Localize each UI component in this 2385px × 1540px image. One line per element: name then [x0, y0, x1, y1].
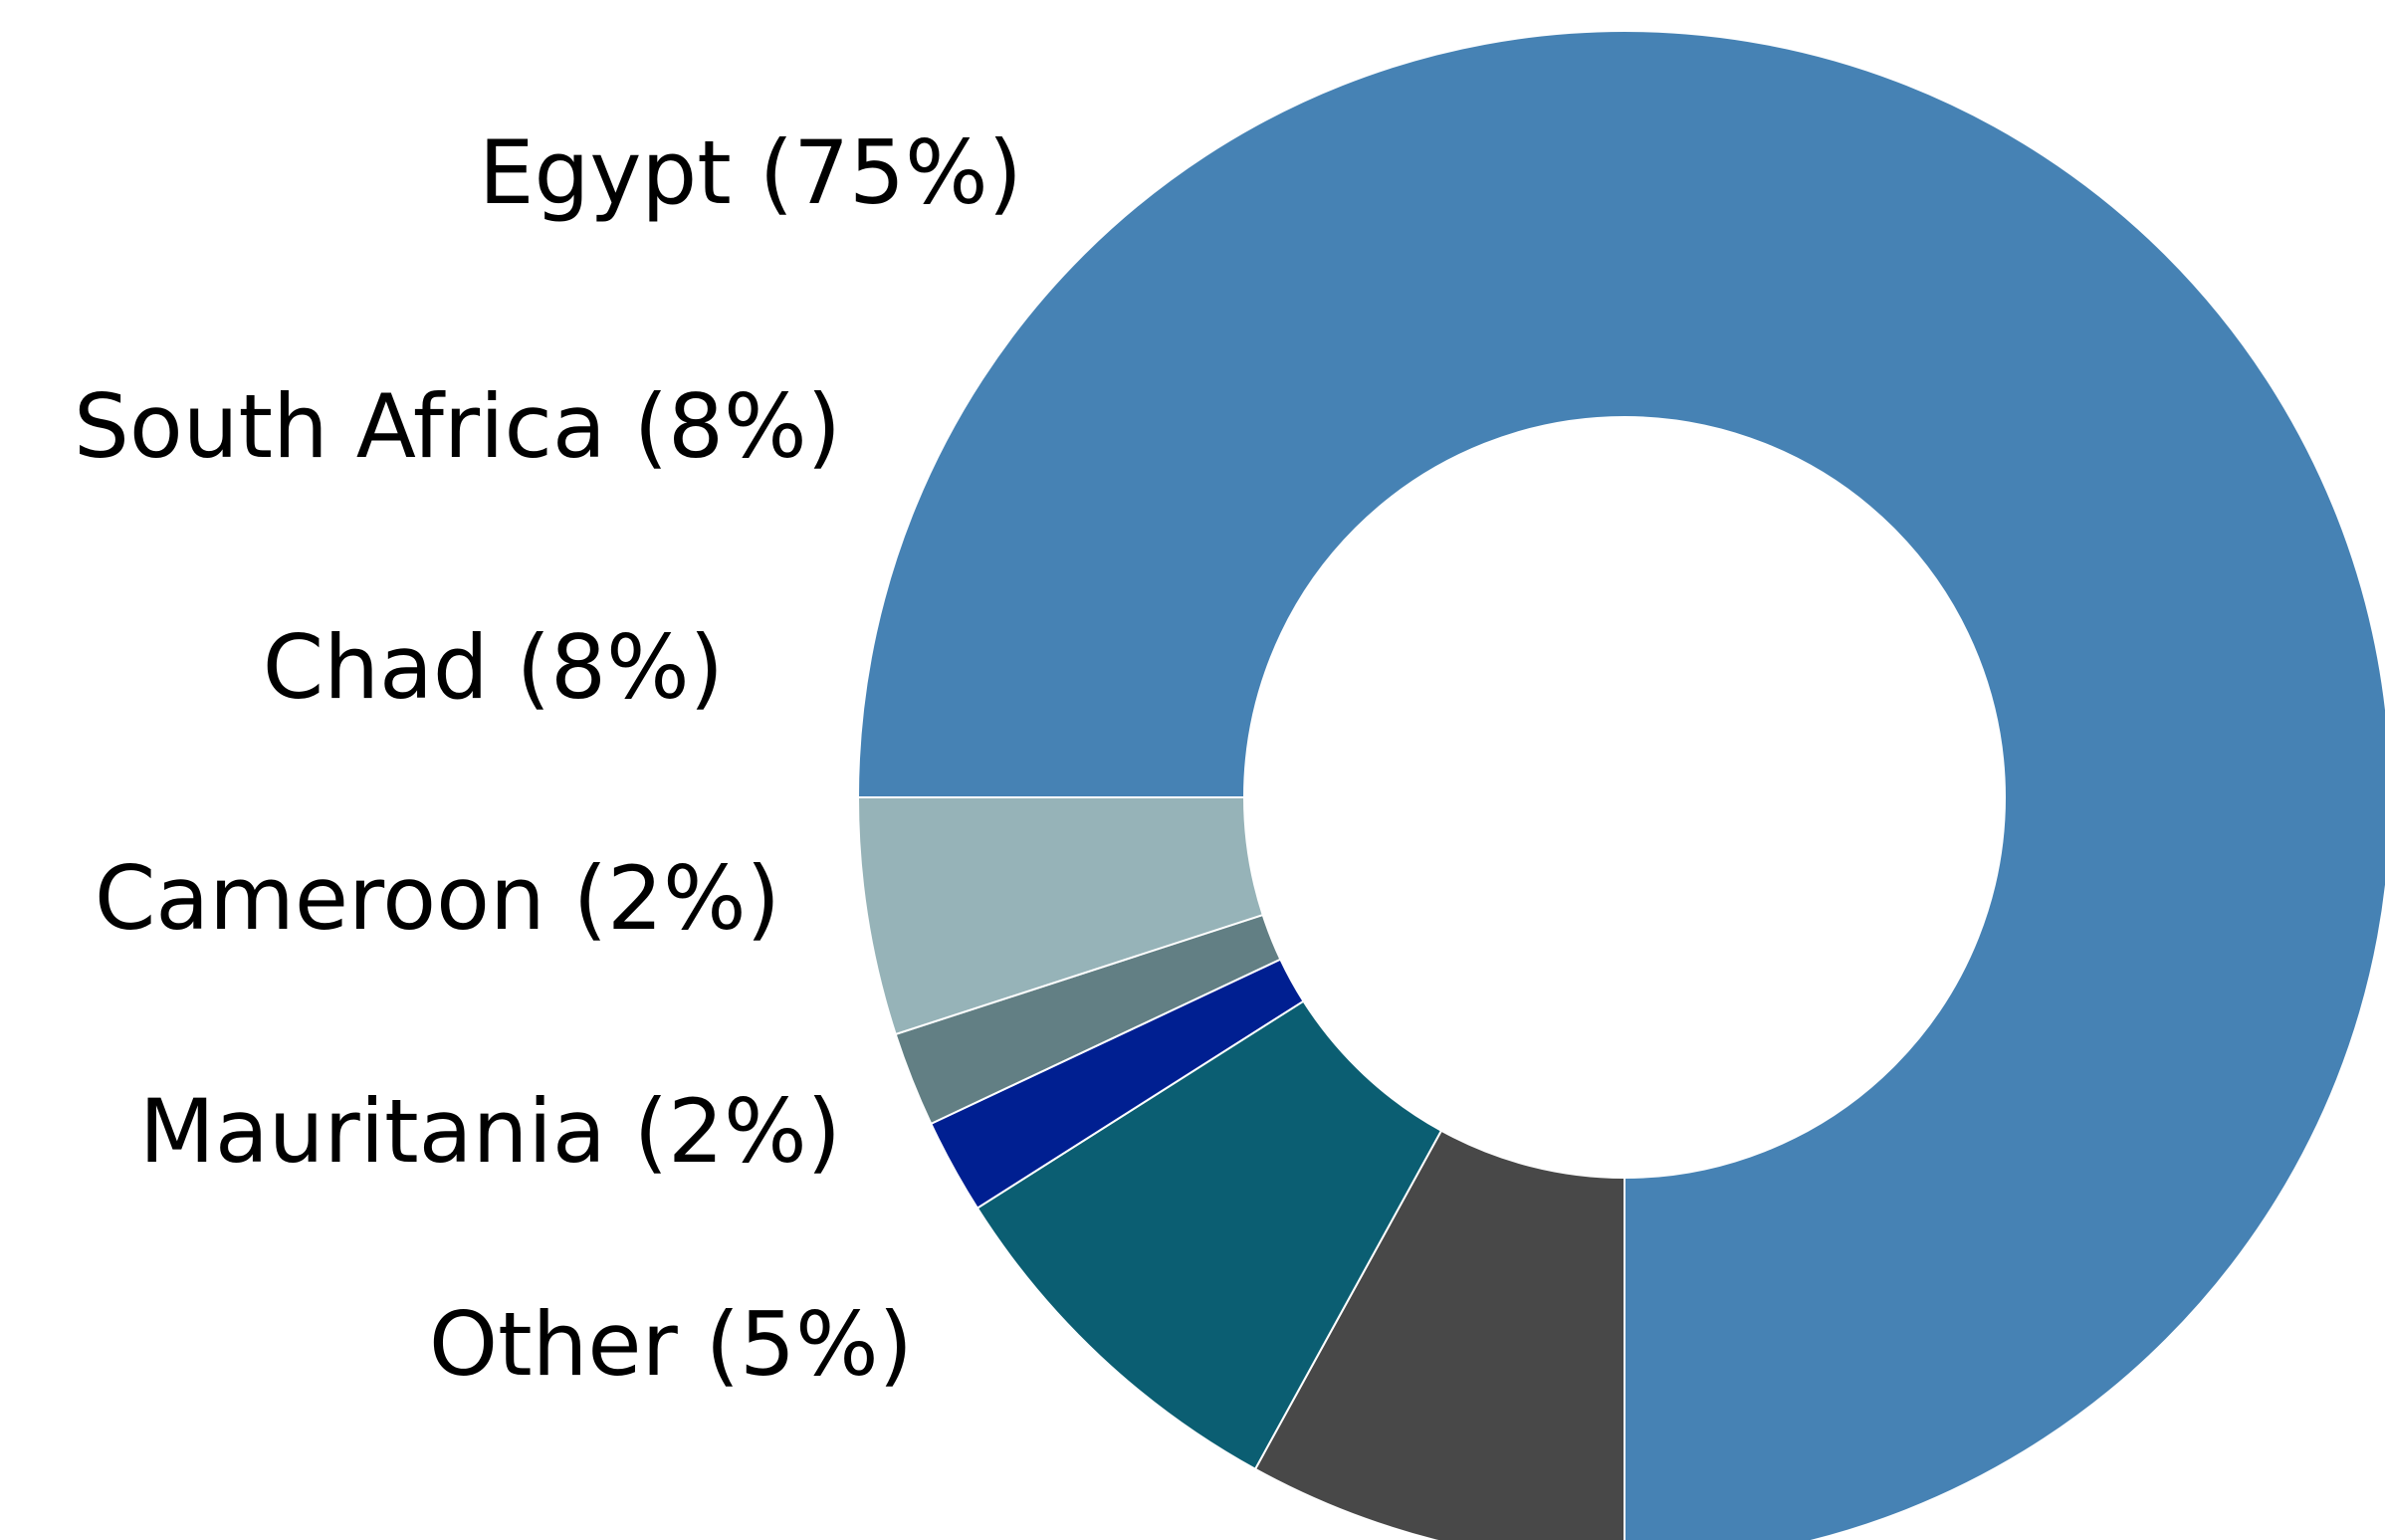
donut-slice: [976, 999, 1443, 1471]
donut-slice: [1253, 1129, 1626, 1540]
slice-label: Cameroon (2%): [95, 847, 780, 950]
slice-label: Other (5%): [429, 1293, 913, 1396]
slice-label: South Africa (8%): [74, 375, 841, 478]
slice-label: Chad (8%): [263, 616, 724, 719]
slice-label: Mauritania (2%): [139, 1080, 841, 1183]
donut-slice: [856, 796, 1264, 1036]
slice-label: Egypt (75%): [479, 121, 1022, 224]
donut-slice: [856, 30, 2385, 1540]
